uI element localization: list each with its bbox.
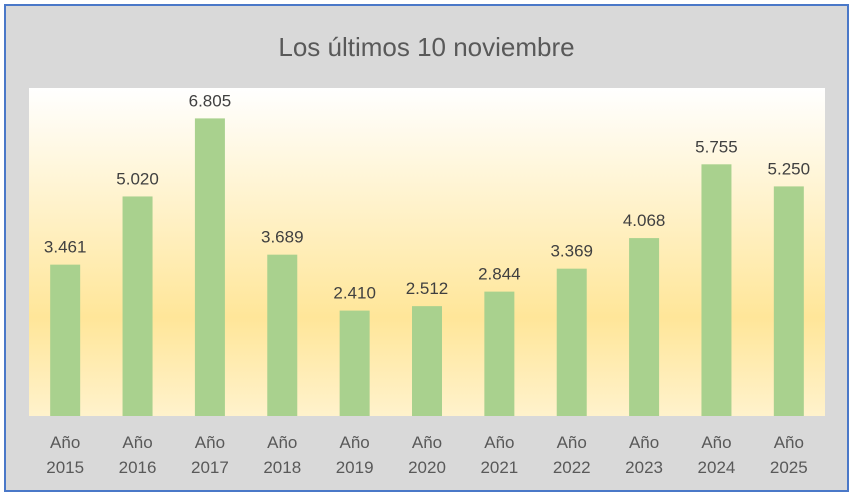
- x-tick-label-2: Año 2017: [191, 433, 229, 477]
- data-label-7: 3.369: [550, 242, 593, 261]
- data-label-2: 6.805: [189, 91, 232, 110]
- data-label-5: 2.512: [406, 279, 449, 298]
- bar-5: [412, 306, 442, 416]
- x-tick-label-0: Año 2015: [46, 433, 84, 477]
- bar-6: [484, 291, 515, 416]
- data-label-3: 3.689: [261, 228, 304, 247]
- data-label-8: 4.068: [623, 211, 666, 230]
- bar-10: [773, 186, 804, 416]
- x-tick-label-10: Año 2025: [770, 433, 808, 477]
- bar-8: [629, 238, 660, 416]
- chart-title: Los últimos 10 noviembre: [278, 32, 575, 62]
- data-label-9: 5.755: [695, 137, 738, 156]
- x-tick-label-4: Año 2019: [336, 433, 374, 477]
- x-tick-label-7: Año 2022: [553, 433, 591, 477]
- bar-1: [122, 196, 153, 416]
- x-tick-label-9: Año 2024: [698, 433, 736, 477]
- data-label-10: 5.250: [768, 159, 811, 178]
- bar-7: [556, 268, 587, 416]
- data-label-1: 5.020: [116, 169, 159, 188]
- x-tick-label-3: Año 2018: [263, 433, 301, 477]
- data-label-4: 2.410: [333, 284, 376, 303]
- x-tick-label-1: Año 2016: [119, 433, 157, 477]
- bar-2: [194, 118, 225, 417]
- bar-9: [701, 164, 732, 416]
- data-label-0: 3.461: [44, 238, 87, 257]
- x-tick-label-5: Año 2020: [408, 433, 446, 477]
- x-tick-label-8: Año 2023: [625, 433, 663, 477]
- data-label-6: 2.844: [478, 265, 521, 284]
- x-tick-label-6: Año 2021: [480, 433, 518, 477]
- bar-4: [339, 310, 370, 416]
- bar-3: [267, 254, 298, 416]
- bar-0: [50, 264, 81, 416]
